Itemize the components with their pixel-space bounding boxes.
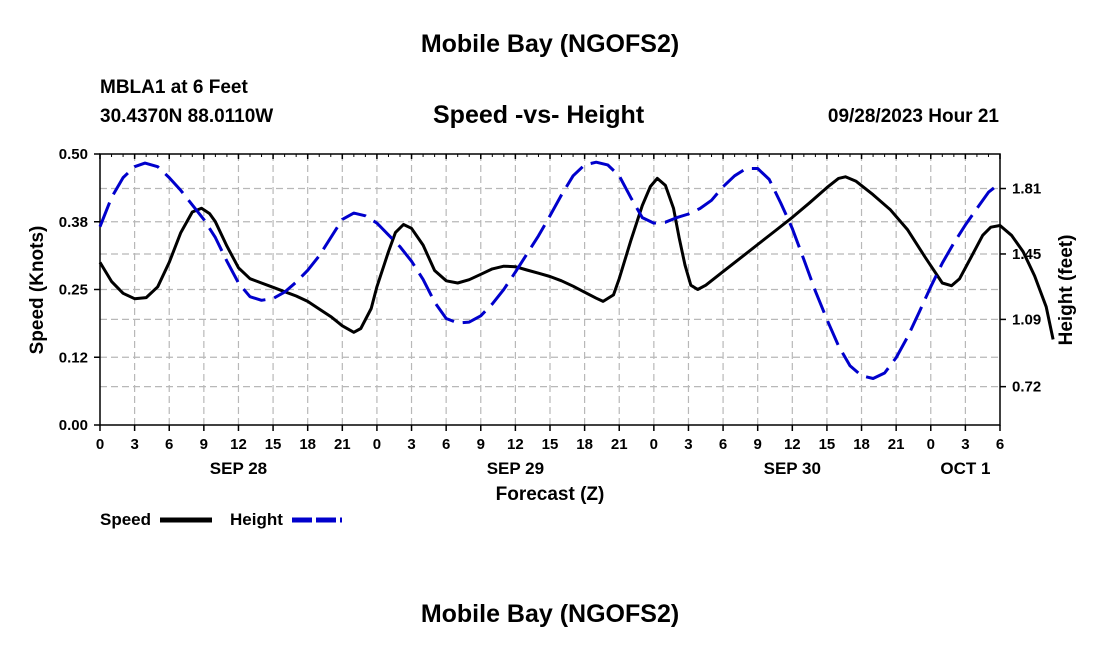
forecast-datetime: 09/28/2023 Hour 21 bbox=[827, 106, 999, 127]
date-label: SEP 29 bbox=[487, 459, 544, 478]
x-tick-label: 0 bbox=[373, 436, 381, 453]
main-title: Mobile Bay (NGOFS2) bbox=[420, 30, 680, 58]
x-tick-label: 15 bbox=[542, 436, 559, 453]
x-tick-label: 15 bbox=[265, 436, 282, 453]
x-tick-label: 21 bbox=[888, 436, 905, 453]
x-tick-label: 18 bbox=[576, 436, 593, 453]
x-tick-label: 12 bbox=[230, 436, 247, 453]
axis-labels: 0 3 6 9 12 15 18 21 0 3 6 9 12 15 18 21 0 3 6 9 12 15 18 21 0 3 6 0… bbox=[59, 146, 1041, 478]
x-tick-label: 21 bbox=[611, 436, 628, 453]
date-label: OCT 1 bbox=[940, 459, 990, 478]
x-tick-label: 3 bbox=[684, 436, 692, 453]
right-tick-label: 1.09 bbox=[1012, 311, 1041, 328]
x-axis-title: Forecast (Z) bbox=[496, 484, 605, 505]
x-tick-label: 12 bbox=[784, 436, 801, 453]
series-group bbox=[98, 160, 1055, 380]
x-tick-label: 0 bbox=[650, 436, 658, 453]
coordinates-label: 30.4370N 88.0110W bbox=[100, 106, 274, 127]
axis-ticks bbox=[94, 153, 1006, 431]
legend-label-speed: Speed bbox=[100, 510, 151, 529]
x-tick-label: 9 bbox=[477, 436, 485, 453]
x-tick-label: 15 bbox=[819, 436, 836, 453]
x-tick-label: 6 bbox=[442, 436, 450, 453]
legend: Speed Height bbox=[100, 510, 342, 529]
series-line-speed bbox=[98, 175, 1055, 340]
bottom-title: Mobile Bay (NGOFS2) bbox=[420, 600, 680, 628]
left-axis-title: Speed (Knots) bbox=[27, 226, 48, 355]
station-label: MBLA1 at 6 Feet bbox=[100, 77, 248, 98]
x-tick-label: 18 bbox=[299, 436, 316, 453]
x-tick-label: 9 bbox=[200, 436, 208, 453]
left-tick-label: 0.12 bbox=[59, 349, 88, 366]
right-tick-label: 1.45 bbox=[1012, 246, 1041, 263]
left-tick-label: 0.25 bbox=[59, 282, 88, 299]
x-tick-label: 3 bbox=[407, 436, 415, 453]
right-axis-title: Height (feet) bbox=[1056, 235, 1077, 346]
x-tick-label: 0 bbox=[96, 436, 104, 453]
x-tick-label: 21 bbox=[334, 436, 351, 453]
x-tick-label: 0 bbox=[927, 436, 935, 453]
x-tick-label: 3 bbox=[961, 436, 969, 453]
series-line-height bbox=[98, 160, 1001, 380]
x-tick-label: 3 bbox=[130, 436, 138, 453]
date-label: SEP 28 bbox=[210, 459, 267, 478]
left-tick-label: 0.00 bbox=[59, 417, 88, 434]
chart-subtitle: Speed -vs- Height bbox=[433, 101, 645, 129]
x-tick-label: 18 bbox=[853, 436, 870, 453]
legend-label-height: Height bbox=[230, 510, 283, 529]
x-tick-label: 6 bbox=[719, 436, 727, 453]
grid-lines bbox=[100, 154, 1000, 425]
date-label: SEP 30 bbox=[764, 459, 821, 478]
right-tick-label: 1.81 bbox=[1012, 181, 1041, 198]
x-tick-label: 9 bbox=[754, 436, 762, 453]
x-tick-label: 12 bbox=[507, 436, 524, 453]
x-tick-label: 6 bbox=[165, 436, 173, 453]
x-tick-label: 6 bbox=[996, 436, 1004, 453]
left-tick-label: 0.38 bbox=[59, 214, 88, 231]
right-tick-label: 0.72 bbox=[1012, 379, 1041, 396]
left-tick-label: 0.50 bbox=[59, 146, 88, 163]
